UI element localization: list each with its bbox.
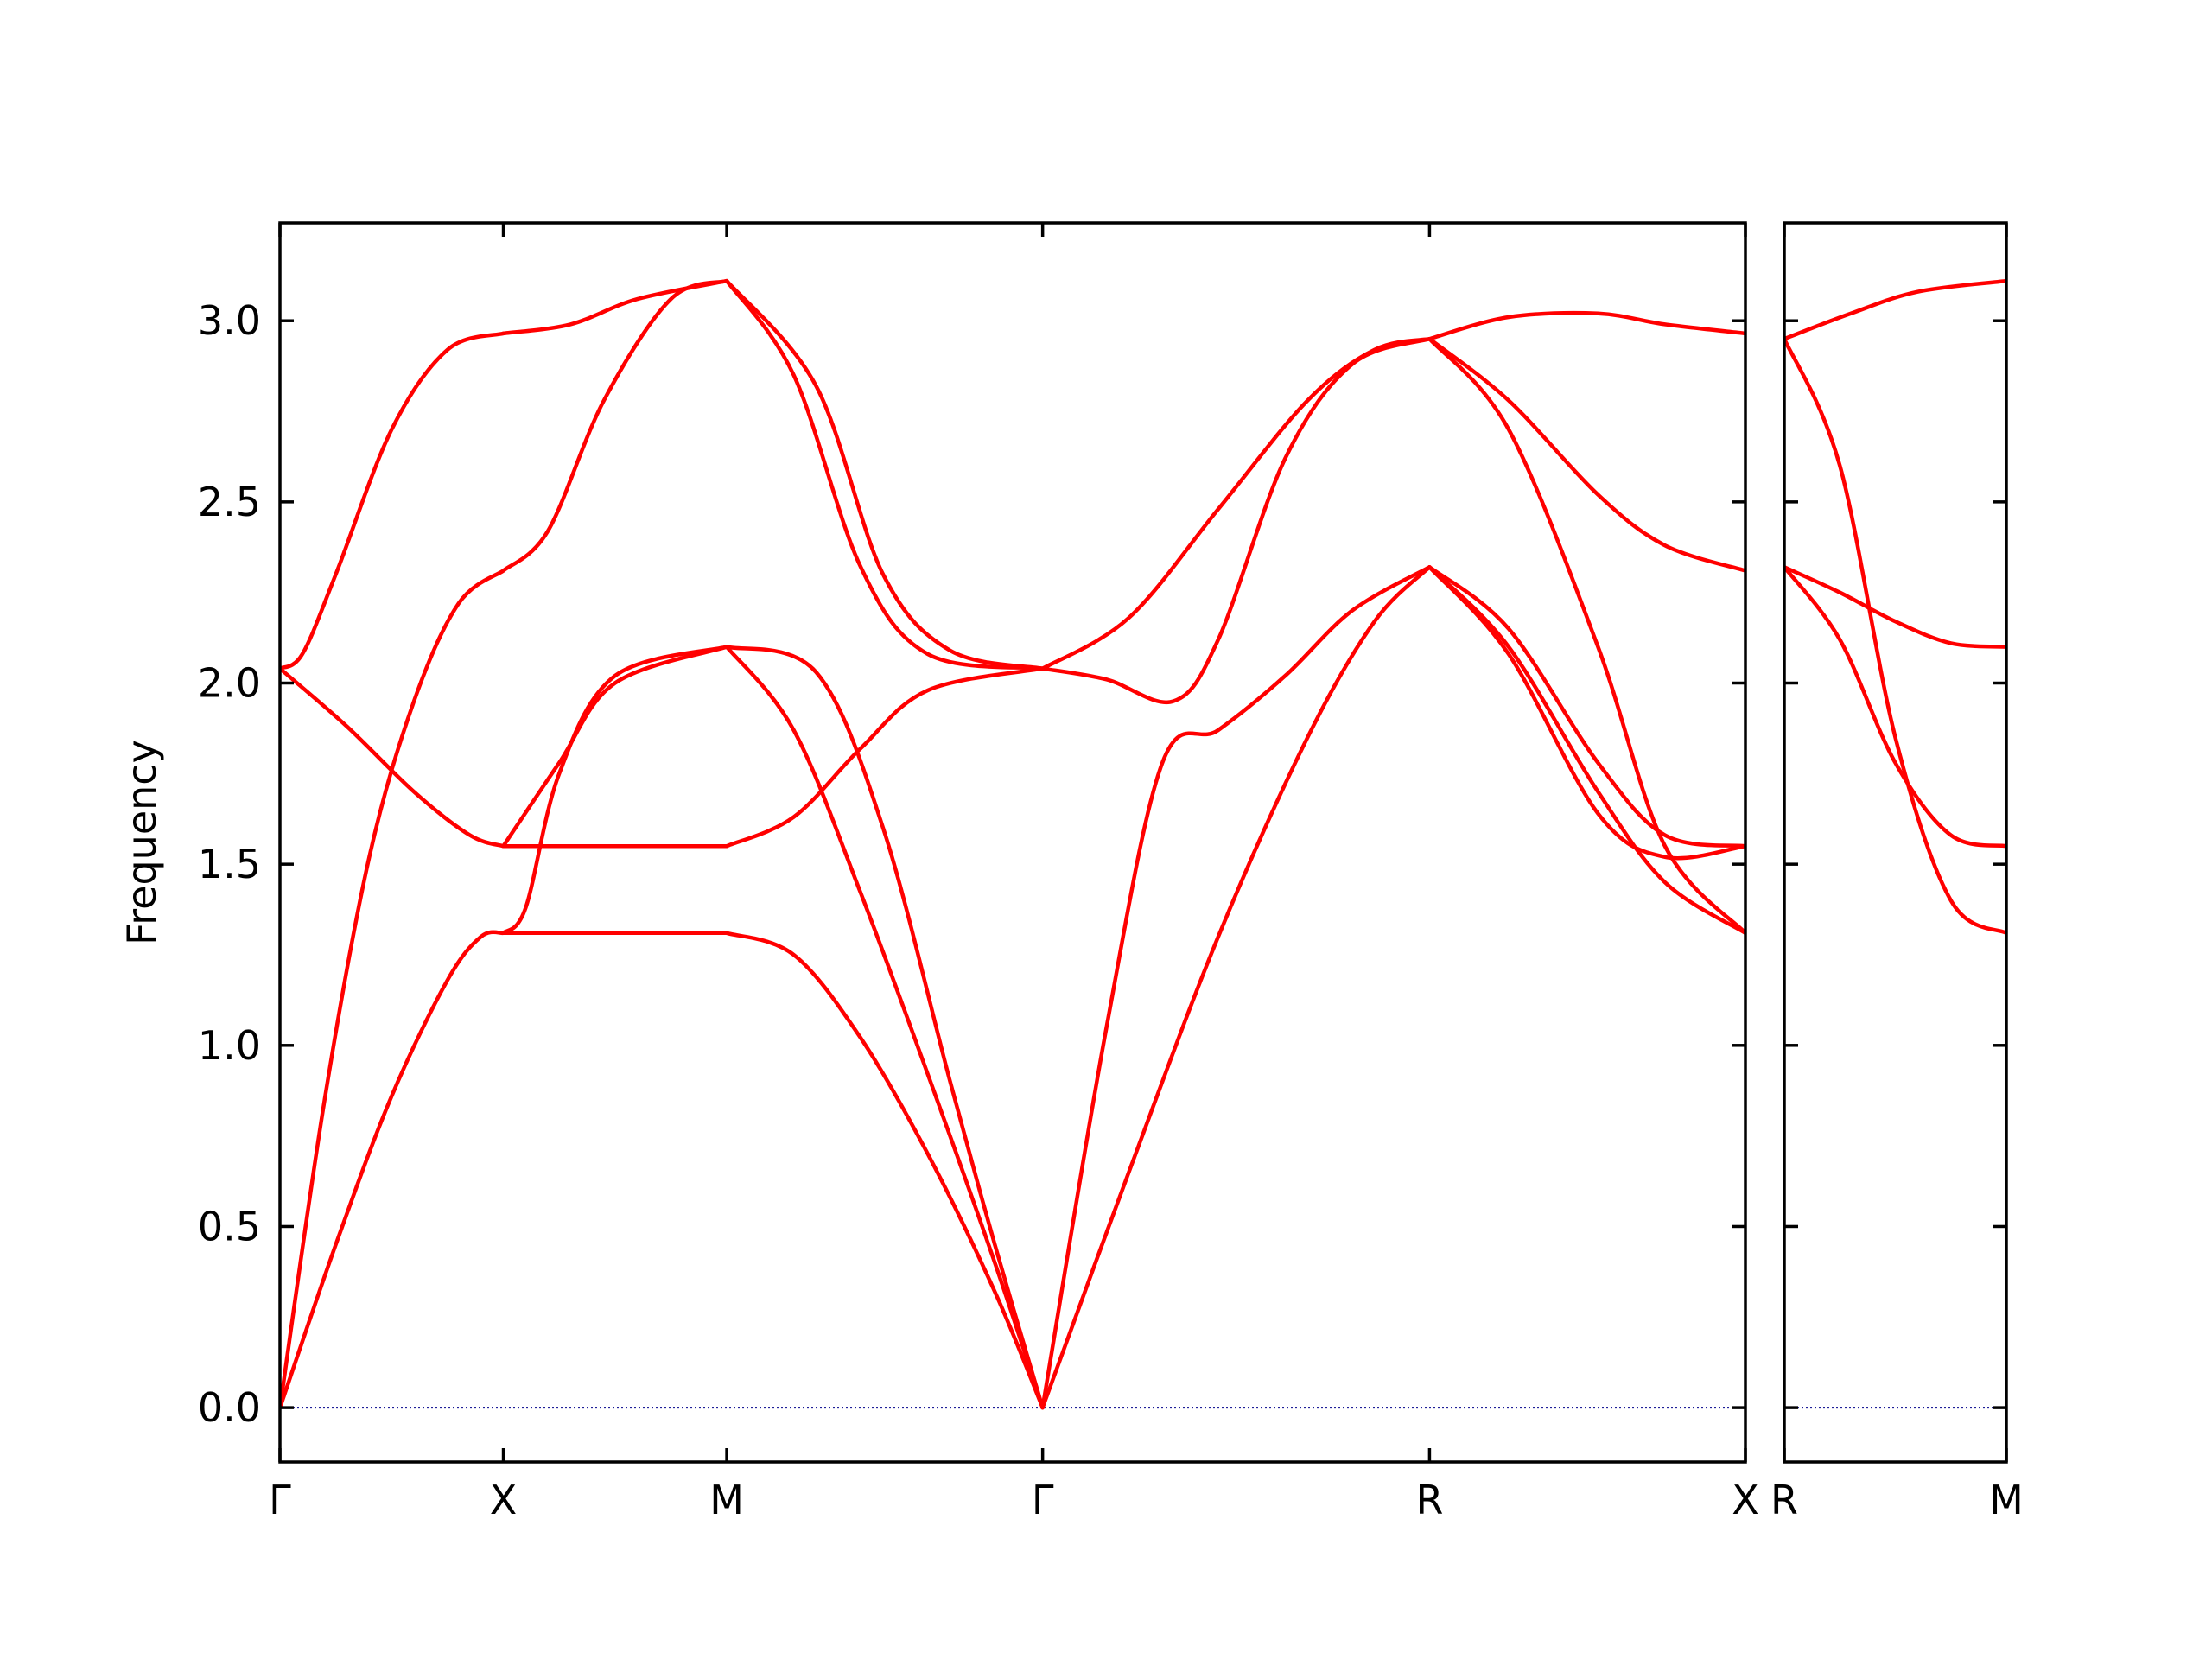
x-tick-label: Γ: [269, 1477, 291, 1523]
x-tick-label: R: [1770, 1477, 1798, 1523]
band-right-seg0-line1: [1784, 336, 2006, 936]
band-main-seg3-line1: [1040, 565, 1432, 1410]
band-right-seg0-line3: [1784, 565, 2006, 849]
y-tick-label: 2.5: [198, 479, 261, 525]
band-main-seg2-line3: [724, 666, 1045, 849]
band-main-seg1-line3: [501, 645, 729, 849]
band-main-seg0-line0: [280, 930, 505, 1410]
band-main-seg0-line1: [280, 569, 505, 1410]
band-main-seg2-line5: [724, 278, 1045, 671]
x-tick-label: X: [1732, 1477, 1759, 1523]
band-main-seg1-line4: [501, 278, 729, 573]
plot-frame-right: [1783, 221, 2008, 1464]
band-main-seg2-line2: [724, 645, 1045, 1410]
x-tick-label: M: [1989, 1477, 2024, 1523]
x-tick-label: X: [490, 1477, 518, 1523]
main-panel: 0.0 0.5 1.0 1.5 2.0 2.5 3.0 Γ X M Γ R X: [198, 221, 1759, 1523]
band-main-seg2-line1: [724, 645, 1045, 1410]
band-main-seg1-line1: [501, 645, 729, 936]
x-tick-label: R: [1415, 1477, 1443, 1523]
y-tick-label: 1.0: [198, 1022, 261, 1069]
band-main-seg2-line0: [724, 931, 1045, 1410]
band-main-seg3-line3: [1040, 336, 1432, 671]
band-main-seg3-line0: [1040, 565, 1432, 1410]
y-tick-label: 0.0: [198, 1384, 261, 1431]
band-main-seg4-line1: [1427, 565, 1745, 861]
band-main-seg4-line4: [1427, 336, 1745, 573]
y-tick-label: 3.0: [198, 297, 261, 344]
band-right-seg0-line2: [1784, 565, 2006, 649]
plot-frame-main: [278, 221, 1747, 1464]
band-right-seg0-line0: [1784, 278, 2006, 341]
band-main-seg4-line3: [1427, 336, 1745, 936]
x-tick-label: Γ: [1032, 1477, 1054, 1523]
x-tick-label: M: [709, 1477, 744, 1523]
band-main-seg0-line2: [280, 666, 505, 849]
y-axis-label: Frequency: [118, 740, 165, 945]
band-main-seg4-line2: [1427, 565, 1745, 849]
band-main-seg3-line2: [1040, 336, 1432, 705]
y-tick-label: 0.5: [198, 1203, 261, 1249]
band-main-seg1-line5: [501, 278, 729, 336]
y-tick-label: 2.0: [198, 660, 261, 707]
band-main-seg0-line3: [280, 331, 505, 671]
band-main-seg2-line4: [724, 278, 1045, 671]
band-main-seg4-line0: [1427, 565, 1745, 936]
band-main-seg4-line5: [1427, 310, 1745, 341]
y-tick-label: 1.5: [198, 841, 261, 887]
